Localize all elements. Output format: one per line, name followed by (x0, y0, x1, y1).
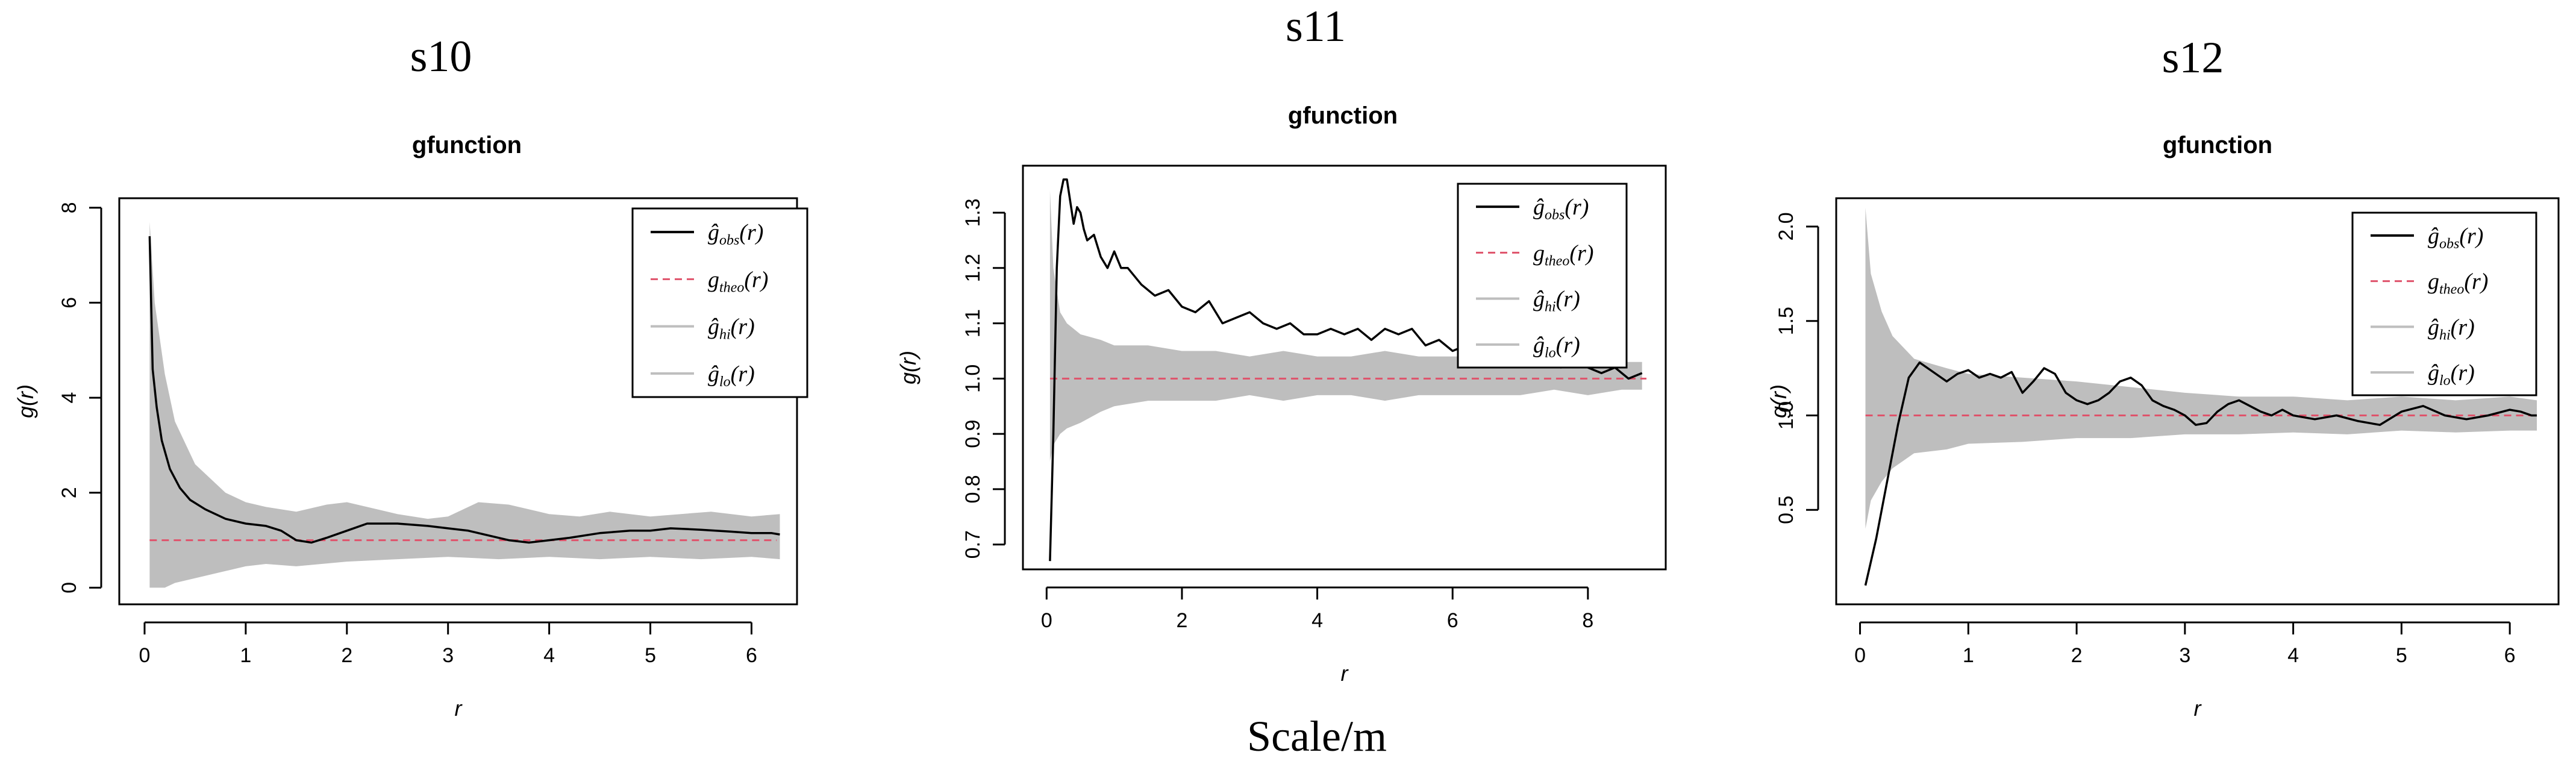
y-tick-label: 8 (58, 202, 81, 213)
x-axis-label: r (2194, 696, 2202, 721)
legend: ĝobs(r) gtheo(r) ĝhi(r) ĝlo(r) (2351, 211, 2537, 396)
x-tick-label: 3 (2179, 644, 2190, 667)
panel-title: s11 (1286, 2, 1346, 51)
legend-label-theo: gtheo(r) (708, 267, 768, 295)
legend-label-lo: ĝlo(r) (708, 362, 755, 390)
chart-title: gfunction (2163, 132, 2272, 158)
legend-label-obs: ĝobs(r) (2428, 224, 2483, 252)
chart-panel-3: s12 gfunction 0 1 2 3 4 5 6 r 0.5 1.0 1.5 2.0 g(r) ĝobs… (1766, 33, 2560, 721)
legend-label-hi: ĝhi(r) (1533, 287, 1580, 315)
x-tick-label: 0 (1854, 644, 1866, 667)
x-tick-label: 5 (645, 644, 656, 667)
y-tick-label: 4 (58, 392, 81, 404)
x-tick-label: 1 (1963, 644, 1974, 667)
legend-box (631, 207, 808, 398)
y-tick-label: 1.0 (961, 365, 984, 393)
x-tick-label: 2 (2071, 644, 2083, 667)
x-axis-label: r (455, 696, 463, 721)
envelope-band (149, 222, 780, 588)
legend-box (2351, 211, 2537, 396)
chart-panel-2: s11 gfunction 0 2 4 6 8 r 0.7 0.8 0.9 1.0 1.1 1.2 1.3 g… (896, 2, 1667, 686)
y-tick-label: 2 (58, 487, 81, 498)
y-tick-label: 0.5 (1775, 496, 1798, 524)
y-axis-label: g(r) (896, 351, 921, 384)
plot-frame (1835, 197, 2560, 606)
y-tick-label: 0.7 (961, 530, 984, 559)
x-tick-label: 1 (240, 644, 251, 667)
x-tick-label: 5 (2396, 644, 2407, 667)
chart-panel-1: s10 gfunction 0 1 2 3 4 5 6 r 0 2 4 6 8 g(r) ĝobs(r) gthe… (13, 32, 808, 721)
legend-label-lo: ĝlo(r) (2428, 360, 2475, 389)
obs-line (1864, 361, 2537, 586)
envelope-band (1049, 190, 1642, 462)
panel-title: s12 (2162, 33, 2224, 83)
y-tick-label: 1.3 (961, 198, 984, 227)
y-tick-label: 6 (58, 297, 81, 308)
x-tick-label: 2 (341, 644, 352, 667)
x-tick-label: 8 (1582, 609, 1593, 632)
y-axis-label: g(r) (13, 384, 38, 418)
legend-label-lo: ĝlo(r) (1533, 333, 1580, 361)
legend-label-obs: ĝobs(r) (1533, 195, 1589, 223)
x-tick-label: 4 (543, 644, 555, 667)
legend: ĝobs(r) gtheo(r) ĝhi(r) ĝlo(r) (1457, 183, 1628, 369)
y-axis-label: g(r) (1766, 384, 1791, 418)
x-tick-label: 0 (1041, 609, 1052, 632)
legend-box (1457, 183, 1628, 369)
legend: ĝobs(r) gtheo(r) ĝhi(r) ĝlo(r) (631, 207, 808, 398)
legend-label-hi: ĝhi(r) (2428, 315, 2475, 343)
x-tick-label: 6 (746, 644, 757, 667)
chart-title: gfunction (412, 132, 522, 158)
y-tick-label: 0 (58, 582, 81, 593)
panel-title: s10 (410, 32, 472, 81)
x-tick-label: 6 (1447, 609, 1458, 632)
plot-frame (1022, 164, 1667, 571)
figure-x-caption: Scale/m (1247, 712, 1387, 760)
legend-label-theo: gtheo(r) (1533, 240, 1593, 269)
y-tick-label: 0.8 (961, 475, 984, 503)
legend-label-theo: gtheo(r) (2428, 269, 2488, 298)
legend-label-obs: ĝobs(r) (708, 220, 763, 248)
y-tick-label: 1.2 (961, 254, 984, 282)
x-tick-label: 3 (442, 644, 454, 667)
x-tick-label: 0 (139, 644, 151, 667)
x-tick-label: 2 (1176, 609, 1187, 632)
x-tick-label: 4 (1311, 609, 1323, 632)
x-tick-label: 6 (2504, 644, 2516, 667)
plot-frame (118, 197, 798, 606)
legend-label-hi: ĝhi(r) (708, 315, 755, 343)
x-tick-label: 4 (2287, 644, 2299, 667)
y-tick-label: 0.9 (961, 420, 984, 448)
y-tick-label: 2.0 (1775, 212, 1798, 240)
obs-line (148, 236, 780, 544)
x-axis-label: r (1341, 661, 1349, 686)
y-tick-label: 1.1 (961, 309, 984, 337)
chart-title: gfunction (1288, 102, 1398, 129)
y-tick-label: 1.5 (1775, 307, 1798, 335)
y-tick-label: 1.0 (1775, 401, 1798, 430)
